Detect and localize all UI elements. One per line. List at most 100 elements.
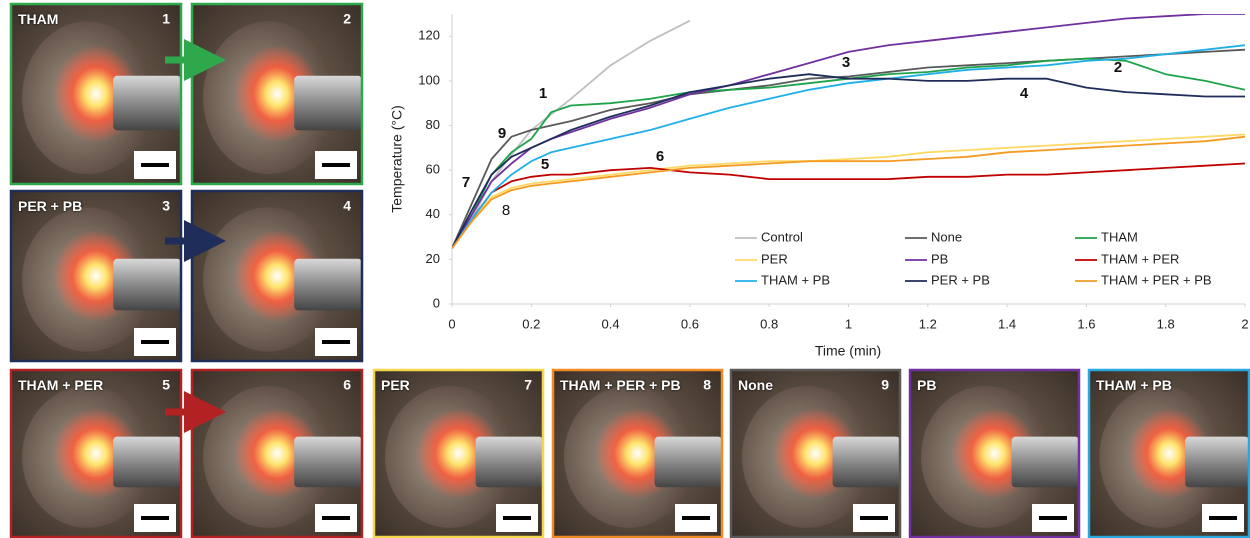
- x-tick-label: 0.8: [760, 316, 778, 331]
- photo-panel: THAM + PER 5: [11, 370, 181, 537]
- scale-bar: [322, 516, 350, 520]
- legend-label: Control: [761, 229, 803, 244]
- legend-label: THAM + PER + PB: [1101, 272, 1212, 287]
- panel-number: 6: [343, 377, 351, 393]
- nozzle: [1012, 437, 1079, 488]
- photo-panel: THAM + PB: [1089, 370, 1249, 537]
- panel-number: 7: [524, 377, 532, 393]
- panel-label-box: PER: [381, 377, 511, 417]
- x-tick-label: 0: [448, 316, 455, 331]
- panel-number: 1: [162, 11, 170, 27]
- legend-label: None: [931, 229, 962, 244]
- scale-bar: [141, 516, 169, 520]
- annotation: 5: [541, 156, 549, 173]
- panel-label-box: THAM: [18, 11, 148, 51]
- nozzle: [113, 437, 181, 488]
- panel-label: PER + PB: [18, 198, 148, 214]
- x-tick-label: 0.4: [602, 316, 620, 331]
- scale-bar: [503, 516, 531, 520]
- figure: Time (min) Temperature (°C) THAM 1 2 PER + …: [0, 0, 1250, 538]
- y-tick-label: 100: [418, 72, 440, 87]
- scale-bar: [1039, 516, 1067, 520]
- panel-label-box: THAM + PB: [1096, 377, 1226, 417]
- panel-label: THAM + PER: [18, 377, 148, 393]
- panel-number: 4: [343, 198, 351, 214]
- panel-label-box: THAM + PER + PB: [560, 377, 690, 417]
- annotation: 4: [1020, 85, 1029, 102]
- panel-label: None: [738, 377, 868, 393]
- nozzle: [113, 259, 181, 311]
- panel-label-box: THAM + PER: [18, 377, 148, 417]
- photo-panel: 4: [192, 191, 362, 361]
- scale-bar: [860, 516, 888, 520]
- x-tick-label: 2: [1241, 316, 1248, 331]
- panel-label-box: None: [738, 377, 868, 417]
- panel-number: 3: [162, 198, 170, 214]
- scale-bar: [682, 516, 710, 520]
- y-tick-label: 0: [433, 295, 440, 310]
- series-line: [452, 14, 1245, 248]
- nozzle: [113, 76, 181, 131]
- panel-label: THAM: [18, 11, 148, 27]
- nozzle: [294, 259, 362, 311]
- annotation: 9: [498, 125, 506, 142]
- plot-lines: [452, 14, 1245, 248]
- x-tick-label: 1.8: [1157, 316, 1175, 331]
- photo-panel: 2: [192, 4, 362, 184]
- x-tick-label: 1.2: [919, 316, 937, 331]
- y-tick-label: 40: [426, 206, 440, 221]
- panel-label: THAM + PB: [1096, 377, 1226, 393]
- annotation: 1: [539, 85, 547, 102]
- annotation: 2: [1114, 59, 1122, 76]
- legend-label: PER + PB: [931, 272, 990, 287]
- panel-number: 9: [881, 377, 889, 393]
- nozzle: [476, 437, 543, 488]
- photo-panel: PER + PB 3: [11, 191, 181, 361]
- nozzle: [294, 437, 362, 488]
- legend-label: THAM: [1101, 229, 1138, 244]
- panel-number: 8: [703, 377, 711, 393]
- x-tick-label: 0.6: [681, 316, 699, 331]
- nozzle: [655, 437, 722, 488]
- legend-label: PB: [931, 251, 948, 266]
- panel-label: THAM + PER + PB: [560, 377, 690, 393]
- y-tick-label: 120: [418, 28, 440, 43]
- legend-label: THAM + PB: [761, 272, 830, 287]
- panel-number: 2: [343, 11, 351, 27]
- panel-label: PB: [917, 377, 1047, 393]
- annotation: 6: [656, 148, 664, 165]
- scale-bar: [322, 340, 350, 344]
- photo-panel: PB: [910, 370, 1079, 537]
- scale-bar: [141, 163, 169, 167]
- scale-bar: [141, 340, 169, 344]
- y-axis-label: Temperature (°C): [389, 105, 405, 213]
- x-tick-label: 1.4: [998, 316, 1016, 331]
- x-axis-label: Time (min): [815, 343, 881, 359]
- panel-label-box: PB: [917, 377, 1047, 417]
- panel-label: PER: [381, 377, 511, 393]
- photo-panel: PER 7: [374, 370, 543, 537]
- x-tick-label: 0.2: [522, 316, 540, 331]
- y-tick-label: 80: [426, 117, 440, 132]
- nozzle: [294, 76, 362, 131]
- panel-number: 5: [162, 377, 170, 393]
- nozzle: [833, 437, 900, 488]
- annotation: 8: [502, 202, 510, 219]
- legend-label: PER: [761, 251, 788, 266]
- x-tick-label: 1.6: [1077, 316, 1095, 331]
- photo-panel: THAM + PER + PB 8: [553, 370, 722, 537]
- legend-label: THAM + PER: [1101, 251, 1179, 266]
- y-tick-label: 60: [426, 162, 440, 177]
- nozzle: [1185, 437, 1249, 488]
- x-tick-label: 1: [845, 316, 852, 331]
- photo-panel: 6: [192, 370, 362, 537]
- y-tick-label: 20: [426, 251, 440, 266]
- photo-panel: None 9: [731, 370, 900, 537]
- scale-bar: [322, 163, 350, 167]
- scale-bar: [1209, 516, 1237, 520]
- photo-panel: THAM 1: [11, 4, 181, 184]
- annotation: 3: [842, 54, 850, 71]
- annotation: 7: [462, 174, 470, 191]
- series-line: [452, 59, 1245, 249]
- series-line: [452, 21, 690, 249]
